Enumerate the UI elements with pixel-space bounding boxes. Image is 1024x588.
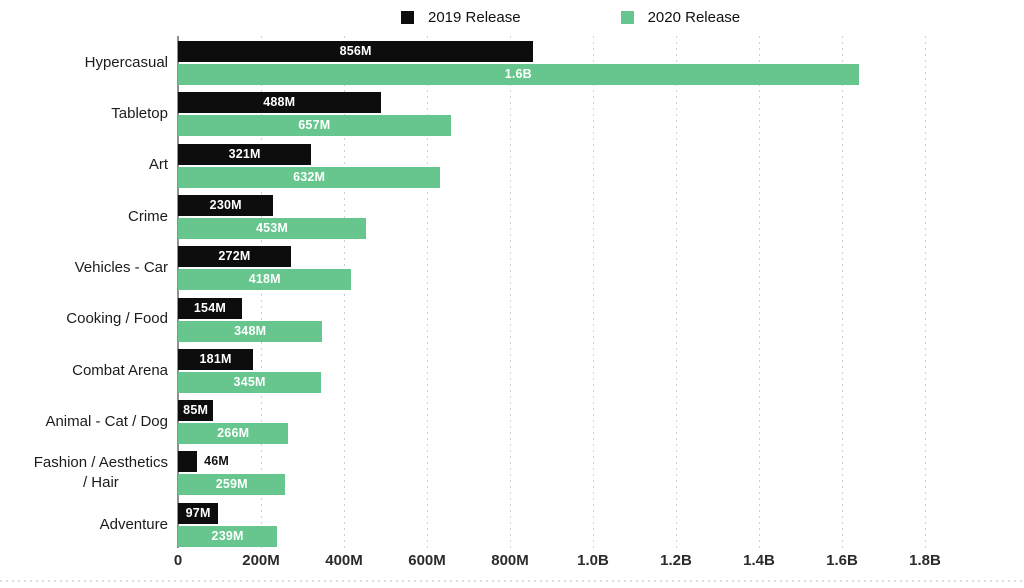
category-label-text: Crime <box>128 207 168 225</box>
gridline <box>925 36 926 548</box>
bar-2019[interactable]: 321M <box>178 143 312 165</box>
category-label: Animal - Cat / Dog <box>0 400 168 444</box>
legend-item-2019-release[interactable]: 2019 Release <box>401 9 521 26</box>
bar-value-label: 418M <box>248 272 281 287</box>
bar-value-label: 453M <box>255 220 289 235</box>
gridline <box>261 36 262 548</box>
bar-2019[interactable]: 85M <box>178 400 214 422</box>
legend-swatch-2020-icon <box>620 11 634 24</box>
legend-swatch-2019-icon <box>401 11 414 24</box>
category-label-text: Tabletop <box>111 105 168 123</box>
bar-2020[interactable]: 266M <box>178 423 289 445</box>
category-label-text: Fashion / Aesthetics / Hair <box>33 454 168 492</box>
x-tick-label: 1.6B <box>826 552 858 569</box>
bar-2020[interactable]: 345M <box>178 371 322 393</box>
x-tick-label: 1.4B <box>743 552 775 569</box>
bar-2020[interactable]: 1.6B <box>178 64 859 85</box>
x-tick-label: 800M <box>491 552 529 569</box>
bottom-border <box>0 580 1024 582</box>
gridline <box>676 36 677 548</box>
category-label-text: Cooking / Food <box>66 310 168 328</box>
bar-2020[interactable]: 239M <box>178 525 278 547</box>
bar-value-label: 488M <box>263 95 296 110</box>
bar-value-label: 230M <box>209 197 242 212</box>
bar-2019[interactable]: 46M <box>178 451 229 473</box>
bar-value-label: 154M <box>193 300 226 315</box>
bar-value-label: 97M <box>185 505 211 520</box>
plot-area: 856M 488M 321M 230M 272M 154M 181M 85M 46M 97M 1.6… <box>178 36 926 548</box>
bar-value-label: 272M <box>218 249 251 264</box>
category-label: Adventure <box>0 503 168 547</box>
bar-value-label: 348M <box>234 323 267 338</box>
bar-2020[interactable]: 348M <box>178 320 323 342</box>
bar-value-label: 46M <box>204 454 229 469</box>
category-label-text: Animal - Cat / Dog <box>45 412 168 430</box>
bar-value-label: 266M <box>217 426 250 441</box>
y-axis-line <box>177 36 179 548</box>
category-label-text: Art <box>148 156 168 174</box>
category-label-text: Vehicles - Car <box>74 259 168 277</box>
bar-value-label: 181M <box>199 351 232 366</box>
bar-value-label: 632M <box>293 169 326 184</box>
bar-2019[interactable]: 488M <box>178 92 381 114</box>
x-tick-label: 0 <box>173 552 183 569</box>
bar-2019[interactable]: 97M <box>178 502 219 524</box>
gridline <box>510 36 511 548</box>
bar-value-label: 239M <box>211 528 244 543</box>
bar-2020[interactable]: 418M <box>178 269 352 291</box>
bar-2020[interactable]: 259M <box>178 474 286 496</box>
category-label: Tabletop <box>0 92 168 136</box>
bar-2020[interactable]: 632M <box>178 166 441 188</box>
category-label-text: Hypercasual <box>84 53 168 71</box>
gridline <box>344 36 345 548</box>
gridline <box>593 36 594 548</box>
gridline <box>842 36 843 548</box>
gridline <box>427 36 428 548</box>
x-tick-label: 200M <box>242 552 280 569</box>
category-label: Fashion / Aesthetics / Hair <box>0 451 168 495</box>
bar-value-label: 856M <box>339 44 372 58</box>
bar-2019[interactable]: 154M <box>178 297 242 319</box>
x-tick-label: 400M <box>325 552 363 569</box>
bar-2019[interactable]: 230M <box>178 194 274 216</box>
x-tick-label: 600M <box>408 552 446 569</box>
legend: 2019 Release 2020 Release <box>401 9 740 26</box>
bar-value-label: 345M <box>233 374 266 389</box>
category-label: Art <box>0 144 168 188</box>
bar-2020[interactable]: 657M <box>178 115 451 137</box>
bar-2020[interactable]: 453M <box>178 217 366 239</box>
bar-2019[interactable]: 856M <box>178 41 534 62</box>
legend-label-2020: 2020 Release <box>647 9 741 26</box>
category-label: Hypercasual <box>0 41 168 85</box>
category-label: Cooking / Food <box>0 298 168 342</box>
legend-item-2020-release[interactable]: 2020 Release <box>620 9 741 26</box>
category-label-text: Adventure <box>99 515 168 533</box>
category-label-text: Combat Arena <box>72 361 168 379</box>
category-label: Combat Arena <box>0 349 168 393</box>
bar-value-label: 259M <box>215 477 248 492</box>
category-label: Vehicles - Car <box>0 246 168 290</box>
gridline <box>759 36 760 548</box>
bar-value-label: 321M <box>228 146 261 161</box>
bar-2019[interactable]: 181M <box>178 348 254 370</box>
x-tick-label: 1.2B <box>660 552 692 569</box>
bar-value-label: 1.6B <box>504 67 532 81</box>
bar-2019[interactable]: 272M <box>178 246 291 268</box>
x-tick-label: 1.0B <box>577 552 609 569</box>
bar-value-label: 657M <box>298 118 331 133</box>
bar-value-label: 85M <box>183 403 209 418</box>
x-tick-label: 1.8B <box>909 552 941 569</box>
legend-label-2019: 2019 Release <box>428 9 521 26</box>
category-label: Crime <box>0 195 168 239</box>
